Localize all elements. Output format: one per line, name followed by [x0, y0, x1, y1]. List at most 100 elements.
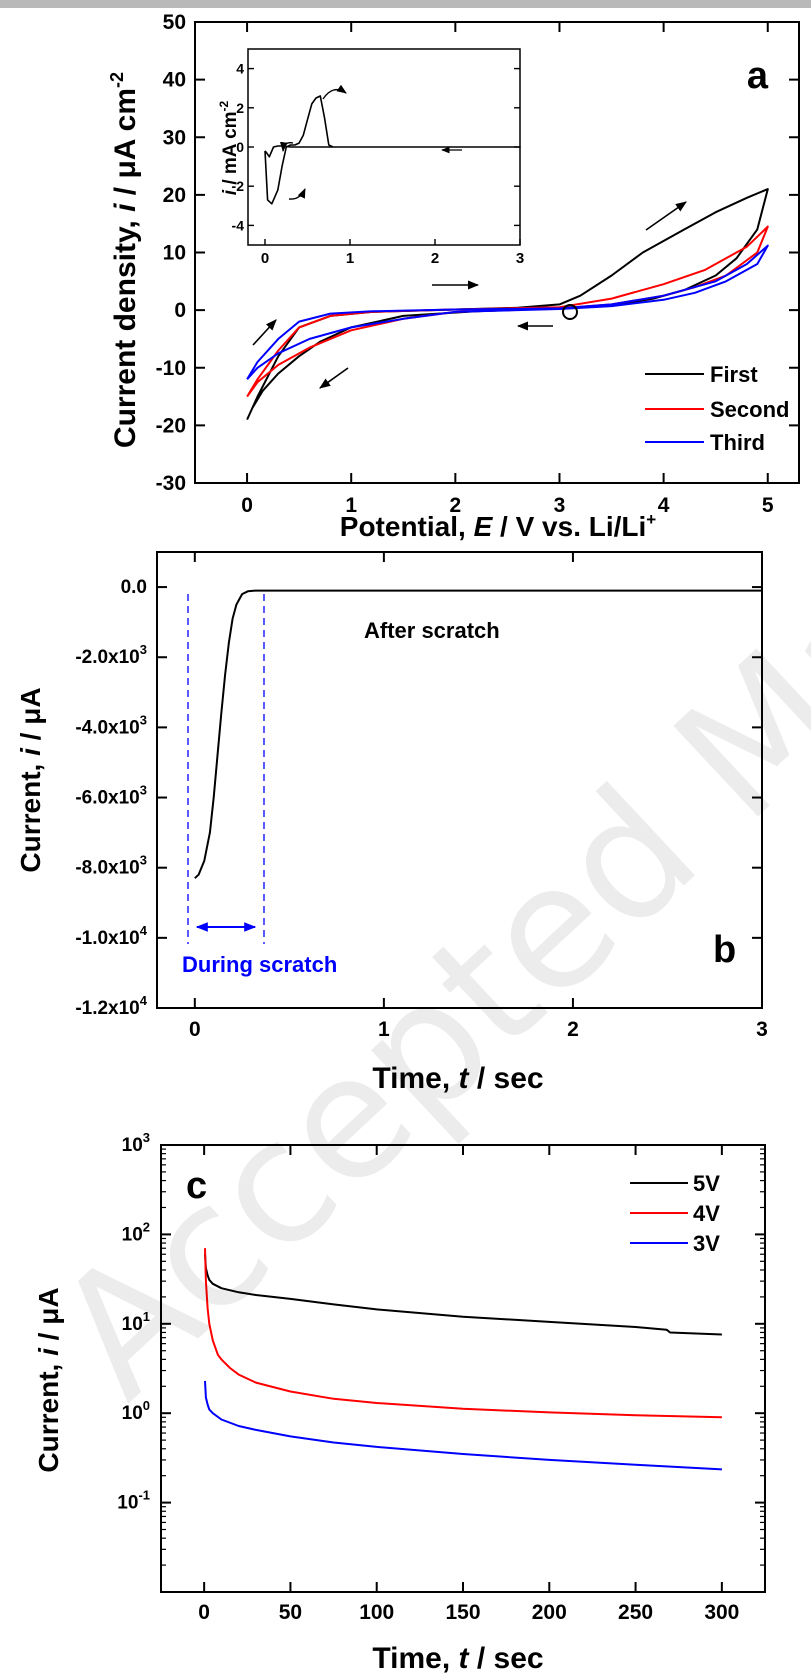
inset-x-tick-label: 0 [261, 250, 269, 267]
panel-c-y-tick-label: 101 [122, 1309, 150, 1335]
inset-cv-curve [264, 95, 521, 205]
panel-c: 10-1 100 101 102 103 0 50 100 150 200 250 300 c 5V… [33, 1130, 766, 1675]
inset-x-ticks: 0 1 2 3 [261, 239, 524, 267]
marker-circle-a [562, 304, 578, 320]
panel-c-x-tick-label: 150 [445, 1601, 480, 1624]
legend-label-second: Second [710, 397, 789, 422]
panel-a-y-axis-title: Current density, i / μA cm-2 [107, 72, 142, 448]
panel-b-x-ticks: 0 1 2 3 [189, 552, 768, 1041]
inset-y-tick-label: 0 [236, 139, 244, 155]
legend-label-3v: 3V [693, 1231, 720, 1256]
panel-c-y-tick-label: 103 [122, 1130, 150, 1156]
inset-x-tick-label: 1 [346, 250, 354, 267]
legend-label-third: Third [710, 430, 765, 455]
inset-series [264, 95, 521, 205]
inset-x-tick-label: 2 [431, 250, 439, 267]
panel-a-series [246, 188, 769, 421]
panel-b-y-tick-label: -2.0x103 [75, 642, 147, 668]
panel-a-y-tick-label: 0 [174, 299, 186, 322]
panel-c-x-ticks: 0 50 100 150 200 250 300 [198, 1145, 739, 1624]
panel-a-y-tick-label: 10 [163, 242, 186, 265]
panel-a-x-tick-label: 0 [241, 494, 253, 517]
arrow-a-left [252, 319, 277, 346]
panel-c-y-tick-label: 100 [122, 1398, 150, 1424]
panel-a-x-axis-title: Potential, E / V vs. Li/Li+ [340, 510, 657, 542]
panel-c-x-tick-label: 300 [704, 1601, 739, 1624]
panel-b-x-tick-label: 2 [567, 1018, 579, 1041]
panel-a-label: a [747, 55, 769, 97]
panel-a-y-tick-label: 40 [163, 69, 186, 92]
panel-c-label: c [186, 1165, 207, 1207]
panel-b-y-tick-label: -1.0x104 [75, 923, 147, 949]
panel-a-y-tick-label: -30 [156, 472, 186, 495]
inset-y-tick-label: 4 [236, 61, 244, 77]
inset-curved-arrow-left [279, 141, 294, 152]
panel-c-x-tick-label: 50 [279, 1601, 302, 1624]
panel-b-x-axis-title: Time, t / sec [372, 1062, 543, 1095]
top-gray-bar [0, 0, 811, 8]
inset-curved-arrow-top [322, 84, 347, 100]
inset-y-ticks: -4 -2 0 2 4 [232, 61, 520, 233]
panel-c-x-axis-title: Time, t / sec [372, 1642, 543, 1675]
panel-a-x-ticks: 0 1 2 3 4 5 [241, 22, 774, 517]
panel-c-x-tick-label: 250 [618, 1601, 653, 1624]
arrow-a-lower [319, 367, 349, 389]
panel-b-y-tick-label: -4.0x103 [75, 712, 147, 738]
panel-a-inset: -4 -2 0 2 4 0 1 2 3 i / mA cm-2 [217, 48, 524, 267]
decay-curve-4v [204, 1248, 722, 1419]
panel-b: 0.0 -2.0x103 -4.0x103 -6.0x103 -8.0x103 -1.0x… [15, 551, 768, 1095]
inset-y-axis-title: i / mA cm-2 [217, 100, 241, 195]
panel-a-y-tick-label: 30 [163, 126, 186, 149]
panel-b-y-ticks: 0.0 -2.0x103 -4.0x103 -6.0x103 -8.0x103 -1.0x… [75, 577, 762, 1019]
panel-c-series [204, 1248, 722, 1471]
during-scratch-label: During scratch [182, 952, 337, 977]
inset-y-tick-label: 2 [236, 100, 244, 116]
panel-a-x-tick-label: 5 [762, 494, 774, 517]
panel-a-legend: First Second Third [645, 362, 789, 455]
panel-b-plot-frame [156, 551, 763, 1009]
panel-c-x-tick-label: 100 [359, 1601, 394, 1624]
panel-c-y-tick-label: 102 [122, 1219, 150, 1245]
panel-c-x-tick-label: 0 [198, 1601, 210, 1624]
inset-curved-arrow-bottom [288, 188, 306, 200]
legend-label-first: First [710, 362, 758, 387]
panel-b-y-tick-label: -1.2x104 [75, 993, 147, 1019]
panel-b-y-tick-label: -8.0x103 [75, 853, 147, 879]
panel-b-series [194, 589, 762, 879]
inset-y-tick-label: -2 [232, 178, 245, 194]
panel-b-label: b [713, 929, 736, 971]
panel-b-x-tick-label: 3 [756, 1018, 768, 1041]
legend-label-4v: 4V [693, 1201, 720, 1226]
decay-curve-3v [204, 1380, 722, 1471]
panel-a-y-tick-label: 50 [163, 11, 186, 34]
panel-c-x-tick-label: 200 [532, 1601, 567, 1624]
after-scratch-label: After scratch [364, 618, 500, 643]
panel-b-y-tick-label: -6.0x103 [75, 783, 147, 809]
cv-curve-second [246, 225, 769, 398]
panel-a-x-tick-label: 4 [658, 494, 670, 517]
panel-a-y-tick-label: 20 [163, 184, 186, 207]
legend-label-5v: 5V [693, 1171, 720, 1196]
panel-c-y-axis-title: Current, i / μA [33, 1287, 64, 1472]
inset-x-tick-label: 3 [516, 250, 524, 267]
panel-b-x-tick-label: 1 [378, 1018, 390, 1041]
panel-c-y-ticks: 10-1 100 101 102 103 [117, 1130, 765, 1566]
inset-y-tick-label: -4 [232, 217, 245, 233]
panel-a-x-tick-label: 1 [345, 494, 357, 517]
panel-c-y-tick-label: 10-1 [117, 1488, 150, 1514]
panel-a-y-tick-label: -20 [156, 414, 186, 437]
panel-b-y-axis-title: Current, i / μA [15, 687, 46, 872]
panel-b-y-tick-label: 0.0 [121, 577, 147, 598]
arrow-a-top [645, 201, 687, 231]
panel-b-x-tick-label: 0 [189, 1018, 201, 1041]
cv-curve-third [246, 244, 769, 380]
panel-a-x-tick-label: 2 [450, 494, 462, 517]
decay-curve-5v [204, 1254, 722, 1336]
panel-c-legend: 5V 4V 3V [630, 1171, 720, 1256]
panel-a-x-tick-label: 3 [554, 494, 566, 517]
current-transient-curve [194, 589, 762, 879]
panel-a-y-tick-label: -10 [156, 357, 186, 380]
